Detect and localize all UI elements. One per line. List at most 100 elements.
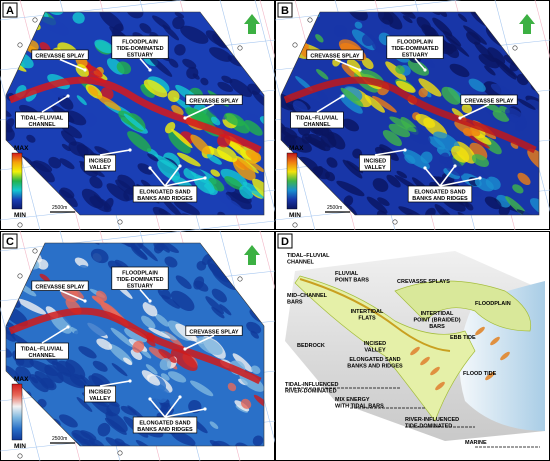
- label: TIDE-DOMINATED: [116, 46, 163, 52]
- map-texture: [148, 327, 171, 339]
- map-texture: [174, 44, 186, 56]
- scale-label: 2500m: [52, 205, 67, 211]
- label: TIDAL–FLUVIAL: [21, 116, 64, 122]
- map-texture: [443, 42, 460, 59]
- map-texture: [161, 294, 180, 309]
- map-texture: [372, 42, 388, 55]
- map-texture: [407, 59, 430, 76]
- map-texture: [140, 83, 155, 98]
- label: TIDAL–FLUVIAL: [296, 116, 339, 122]
- map-texture: [141, 370, 161, 386]
- label: CHANNEL: [29, 122, 57, 128]
- pointer-head: [203, 176, 207, 180]
- map-texture: [529, 198, 539, 215]
- label: CREVASSE SPLAY: [35, 54, 85, 60]
- map-texture: [251, 90, 264, 108]
- colorbar-max: MAX: [289, 145, 304, 152]
- well-marker: [17, 42, 23, 48]
- map-texture: [97, 422, 111, 437]
- map-texture: [343, 195, 354, 207]
- map-texture: [110, 327, 135, 348]
- pointer-head: [478, 176, 482, 180]
- diagram-label: POINT (BRAIDED): [413, 318, 460, 324]
- channel: [299, 278, 451, 352]
- pointer-arrow: [184, 103, 215, 119]
- map-texture: [216, 145, 238, 163]
- letter-box: [277, 2, 293, 18]
- map-texture: [402, 149, 430, 170]
- map-texture: [210, 169, 221, 177]
- map-texture: [385, 61, 407, 81]
- map-texture: [252, 435, 264, 446]
- letter-box: [2, 233, 18, 249]
- map-texture: [468, 78, 486, 92]
- map-texture: [145, 364, 158, 375]
- map-texture: [82, 438, 109, 446]
- map-texture: [148, 347, 168, 361]
- label: BANKS AND RIDGES: [137, 427, 193, 433]
- map-texture: [441, 86, 461, 105]
- map-texture: [339, 94, 363, 114]
- label: INCISED: [89, 390, 111, 396]
- map-texture: [281, 126, 298, 139]
- map-texture: [517, 172, 531, 186]
- label: ESTUARY: [127, 284, 153, 290]
- map-texture: [30, 161, 55, 183]
- map-texture: [15, 357, 25, 367]
- label: BANKS AND RIDGES: [137, 196, 193, 202]
- map-texture: [209, 421, 219, 430]
- label: ESTUARY: [127, 53, 153, 59]
- label: VALLEY: [89, 165, 111, 171]
- map-texture: [386, 174, 401, 188]
- map-texture: [517, 98, 536, 110]
- map-texture: [17, 298, 47, 315]
- map-texture: [126, 12, 144, 19]
- map-texture: [306, 136, 323, 147]
- sand-bar: [430, 366, 440, 376]
- diagram-label: MID–CHANNEL: [287, 293, 328, 299]
- map-texture: [152, 206, 179, 215]
- valley: [294, 275, 476, 422]
- diagram-label: WITH TIDAL BARS: [335, 404, 384, 410]
- diagram-label: ELONGATED SAND: [349, 357, 400, 363]
- diagram-label: FLUVIAL: [335, 271, 359, 277]
- map-texture: [210, 116, 221, 126]
- pointer-arrow: [164, 165, 181, 187]
- map-texture: [196, 336, 223, 355]
- map-texture: [78, 346, 97, 359]
- map-texture: [467, 134, 490, 149]
- map-texture: [152, 243, 179, 254]
- label: INCISED: [364, 159, 386, 165]
- map-texture: [221, 334, 237, 345]
- sand-bar: [500, 351, 510, 361]
- map-texture: [201, 253, 213, 266]
- map-texture: [61, 130, 77, 146]
- map-texture: [348, 12, 368, 21]
- map-texture: [382, 130, 402, 147]
- map-texture: [493, 57, 517, 80]
- map-texture: [139, 23, 152, 34]
- map-texture: [372, 178, 389, 192]
- scale-label: 2500m: [327, 205, 342, 211]
- map-texture: [34, 12, 49, 18]
- map-texture: [171, 104, 184, 116]
- map-texture: [6, 127, 15, 141]
- well-marker: [17, 222, 23, 228]
- diagram-label: VALLEY: [364, 348, 386, 354]
- map-texture: [117, 174, 136, 190]
- pointer-arrow: [139, 57, 151, 71]
- north-arrow: [519, 14, 535, 34]
- map-texture: [209, 47, 233, 62]
- well-marker: [512, 45, 518, 51]
- map-texture: [212, 33, 228, 49]
- map-texture: [118, 381, 132, 394]
- map-texture: [396, 80, 416, 93]
- map-texture: [217, 81, 234, 93]
- map-texture: [15, 366, 32, 381]
- map-texture: [445, 35, 470, 57]
- diagram-label: CREVASSE SPLAYS: [397, 279, 450, 285]
- map-outline: [280, 11, 540, 216]
- map-texture: [402, 15, 413, 24]
- map-texture: [210, 398, 231, 418]
- channel: [8, 76, 262, 154]
